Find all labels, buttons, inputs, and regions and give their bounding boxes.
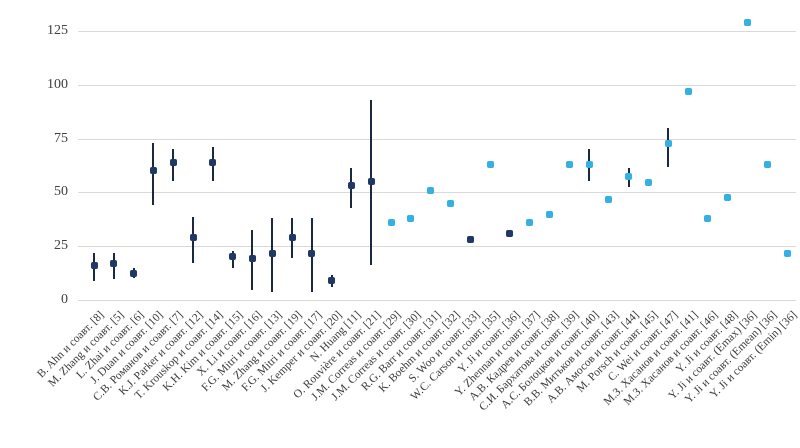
data-point [348,182,355,189]
data-point [110,260,117,267]
data-point [269,250,276,257]
data-point [427,187,434,194]
data-point [744,19,751,26]
data-point [170,159,177,166]
y-tick-label: 0 [61,292,68,307]
data-point [368,178,375,185]
y-gridline [78,31,796,32]
data-point [586,161,593,168]
data-point [784,250,791,257]
y-gridline [78,85,796,86]
y-tick-label: 125 [47,23,68,38]
data-point [625,173,632,180]
data-point [704,215,711,222]
data-point [150,167,157,174]
data-point [190,234,197,241]
data-point [328,277,335,284]
data-point [388,219,395,226]
y-gridline [78,192,796,193]
error-bar [152,143,154,205]
data-point [724,194,731,201]
data-point [91,262,98,269]
data-point [764,161,771,168]
y-tick-label: 50 [54,184,68,199]
y-gridline [78,300,796,301]
data-point [249,255,256,262]
data-point [447,200,454,207]
data-point [566,161,573,168]
data-point [685,88,692,95]
y-tick-label: 25 [54,238,68,253]
data-point [487,161,494,168]
data-point [289,234,296,241]
y-tick-label: 100 [47,77,68,92]
data-point [467,236,474,243]
error-bar [667,128,669,167]
y-tick-label: 75 [54,131,68,146]
data-point [407,215,414,222]
data-point [229,253,236,260]
data-point [546,211,553,218]
data-point [308,250,315,257]
data-point [506,230,513,237]
data-point [130,270,137,277]
y-gridline [78,246,796,247]
data-point [665,140,672,147]
data-point [645,179,652,186]
y-gridline [78,139,796,140]
data-point [526,219,533,226]
data-point [605,196,612,203]
data-point [209,159,216,166]
